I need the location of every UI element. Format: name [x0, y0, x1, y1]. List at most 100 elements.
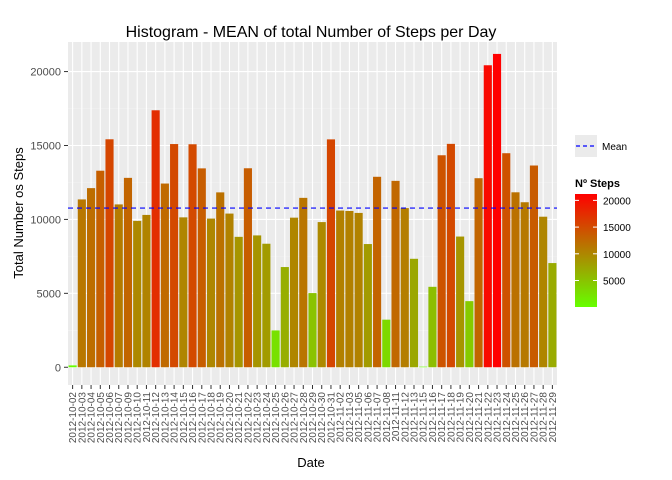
- x-tick-label: 2012-11-22: [483, 392, 494, 443]
- bar: [197, 168, 206, 368]
- x-tick-label: 2012-11-21: [474, 392, 485, 443]
- bar: [289, 217, 299, 368]
- x-tick-label: 2012-10-23: [253, 392, 264, 444]
- x-tick-label: 2012-11-16: [428, 392, 439, 443]
- bar: [400, 208, 409, 368]
- x-tick-label: 2012-10-12: [151, 392, 162, 444]
- bar: [216, 192, 225, 368]
- colorbar-tick-label: 20000: [603, 196, 631, 207]
- x-tick-label: 2012-11-28: [539, 392, 550, 443]
- bar: [483, 65, 492, 368]
- bar: [409, 258, 419, 368]
- x-tick-label: 2012-10-11: [142, 392, 153, 443]
- x-tick-label: 2012-11-18: [446, 392, 457, 443]
- bar: [437, 155, 446, 368]
- legend-fill-title: Nº Steps: [575, 178, 620, 190]
- x-tick-label: 2012-10-13: [160, 392, 171, 444]
- x-tick-label: 2012-10-18: [207, 392, 218, 444]
- x-tick-label: 2012-11-19: [456, 392, 467, 443]
- bar: [87, 188, 96, 368]
- x-tick-label: 2012-11-15: [419, 392, 430, 443]
- legend-colorbar-ticks: 5000 10000 15000 20000: [575, 196, 631, 288]
- x-tick-label: 2012-10-17: [197, 392, 208, 444]
- x-tick-label: 2012-10-24: [262, 392, 273, 444]
- x-tick-label: 2012-11-26: [520, 392, 531, 443]
- bar: [474, 178, 483, 368]
- bar: [419, 366, 428, 368]
- x-axis-title: Date: [297, 455, 324, 470]
- bar: [160, 183, 169, 368]
- x-tick-label: 2012-10-27: [290, 392, 301, 444]
- x-tick-label: 2012-10-28: [299, 392, 310, 444]
- x-tick-label: 2012-10-31: [326, 392, 337, 444]
- bar: [317, 222, 326, 368]
- x-tick-label: 2012-10-19: [216, 392, 227, 444]
- bar: [68, 365, 77, 368]
- colorbar-tick-label: 15000: [603, 223, 631, 234]
- bar: [123, 177, 133, 368]
- bar: [502, 153, 511, 368]
- colorbar-tick-label: 5000: [603, 277, 626, 288]
- bar: [465, 301, 474, 368]
- bar: [105, 139, 114, 368]
- bar: [188, 144, 197, 368]
- bars: [68, 53, 557, 368]
- x-tick-label: 2012-10-09: [123, 392, 134, 444]
- bar: [253, 235, 262, 368]
- x-tick-label: 2012-10-06: [105, 392, 116, 444]
- bar: [446, 143, 455, 368]
- bar: [114, 204, 123, 368]
- x-tick-label: 2012-11-05: [354, 392, 365, 443]
- chart-title: Histogram - MEAN of total Number of Step…: [126, 24, 497, 41]
- x-tick-label: 2012-10-04: [87, 392, 98, 444]
- bar: [520, 202, 529, 368]
- x-tick-label: 2012-10-14: [170, 392, 181, 444]
- bar: [354, 212, 363, 368]
- x-tick-label: 2012-11-02: [336, 392, 347, 443]
- bar: [326, 139, 336, 368]
- x-tick-label: 2012-10-26: [280, 392, 291, 444]
- bar: [280, 267, 289, 368]
- bar: [548, 263, 557, 368]
- x-tick-label: 2012-11-06: [363, 392, 374, 443]
- bar: [382, 319, 391, 368]
- bar: [133, 220, 142, 368]
- legend-colorbar: [575, 194, 597, 307]
- x-tick-label: 2012-10-29: [308, 392, 319, 444]
- colorbar-tick-label: 10000: [603, 250, 631, 261]
- bar: [142, 214, 151, 368]
- x-tick-label: 2012-10-10: [133, 392, 144, 444]
- y-axis-title: Total Number os Steps: [11, 147, 26, 279]
- x-tick-label: 2012-11-23: [493, 392, 504, 443]
- y-axis: 0 5000 10000 15000 20000: [30, 67, 68, 374]
- x-tick-label: 2012-11-11: [391, 392, 402, 442]
- bar: [225, 213, 234, 368]
- bar: [151, 110, 160, 368]
- x-tick-label: 2012-11-27: [529, 392, 540, 443]
- bar: [345, 210, 354, 368]
- x-tick-label: 2012-11-17: [437, 392, 448, 443]
- bar: [456, 236, 465, 368]
- x-tick-label: 2012-11-20: [465, 392, 476, 443]
- legend: Mean Nº Steps 5000 10000 15000 20000: [575, 135, 631, 307]
- x-tick-label: 2012-10-20: [225, 392, 236, 444]
- x-tick-label: 2012-10-30: [317, 392, 328, 444]
- bar: [428, 286, 437, 368]
- bar: [511, 192, 520, 368]
- bar: [262, 243, 271, 368]
- x-tick-label: 2012-10-02: [68, 392, 79, 444]
- x-tick-label: 2012-11-03: [345, 392, 356, 443]
- x-tick-label: 2012-10-03: [77, 392, 88, 444]
- bar: [308, 293, 317, 368]
- x-tick-label: 2012-11-29: [548, 392, 559, 443]
- bar: [373, 176, 382, 368]
- y-tick-label: 15000: [30, 140, 61, 152]
- x-tick-label: 2012-10-21: [234, 392, 245, 444]
- x-tick-label: 2012-11-13: [409, 392, 420, 443]
- bar: [96, 170, 105, 368]
- bar: [336, 210, 345, 368]
- bar: [539, 216, 548, 368]
- y-tick-label: 20000: [30, 67, 61, 79]
- bar: [234, 236, 243, 368]
- x-tick-label: 2012-11-08: [382, 392, 393, 443]
